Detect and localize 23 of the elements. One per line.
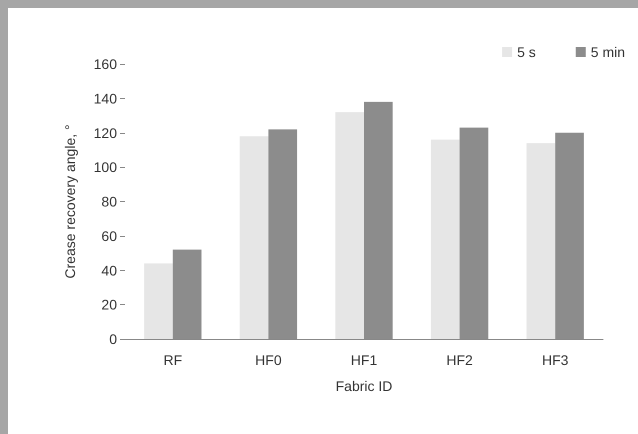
x-tick-label: RF [163, 352, 182, 368]
y-tick-label: 160 [94, 56, 118, 72]
x-tick-label: HF3 [542, 352, 569, 368]
x-tick-label: HF1 [350, 352, 378, 368]
x-axis-title: Fabric ID [336, 378, 392, 394]
bar [335, 112, 364, 339]
x-tick-label: HF0 [255, 352, 282, 368]
bar [430, 140, 460, 339]
y-tick-label: 120 [94, 124, 118, 141]
legend-label: 5 min [590, 44, 625, 60]
y-tick-label: 100 [94, 159, 118, 176]
y-tick-label: 140 [94, 90, 118, 106]
y-axis-title: Crease recovery angle, ° [62, 124, 78, 279]
y-tick-label: 0 [109, 331, 118, 347]
y-tick-label: 40 [101, 262, 118, 278]
y-tick-label: 80 [101, 194, 118, 210]
bar [144, 263, 173, 339]
legend-label: 5 s [517, 44, 536, 60]
bar [526, 143, 556, 339]
bar [240, 136, 268, 339]
y-tick-label: 20 [101, 296, 118, 313]
y-tick-label: 60 [101, 228, 118, 244]
x-tick-label: HF2 [446, 352, 474, 368]
